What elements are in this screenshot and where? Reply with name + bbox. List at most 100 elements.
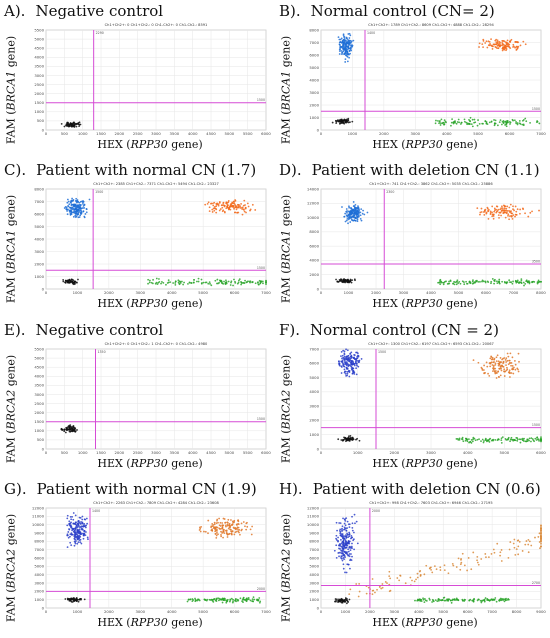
droplet-point [506,598,509,601]
droplet-point [344,541,347,544]
droplet-point [258,597,261,599]
droplet-point [522,40,525,43]
threshold-y-label: 2700 [532,581,540,585]
droplet-point [213,523,216,526]
droplet-point [75,525,78,527]
droplet-point [512,43,515,46]
droplet-point [348,553,351,555]
droplet-point [472,551,475,554]
droplet-point [222,536,224,539]
droplet-point [354,211,357,214]
droplet-point [463,118,466,121]
droplet-point [227,204,229,207]
droplet-point [482,40,485,42]
y-tick-label: 2500 [34,401,44,406]
droplet-point [347,536,350,539]
threshold-x-label: 1350 [98,350,106,354]
droplet-point [512,372,515,375]
droplet-point [352,538,355,541]
droplet-point [516,281,519,283]
droplet-point [508,279,511,282]
droplet-point [492,213,495,216]
droplet-point [349,217,351,220]
droplet-point [66,281,69,283]
droplet-point [508,206,511,209]
droplet-point [439,278,442,281]
threshold-y-label: 3500 [532,260,540,264]
droplet-point [451,599,454,602]
droplet-point [341,51,344,54]
droplet-point [518,122,521,125]
y-tick-label: 4000 [34,55,44,60]
y-tick-label: 0 [317,605,320,610]
droplet-point [437,597,440,600]
droplet-point [70,544,73,547]
droplet-point [220,281,223,284]
droplet-point [230,281,232,284]
droplet-point [227,199,230,202]
y-tick-label: 2000 [309,272,319,277]
droplet-point [471,118,474,121]
droplet-point [491,364,494,366]
droplet-point [338,122,341,125]
droplet-point [216,282,218,285]
droplet-point [416,576,419,579]
droplet-point [243,282,246,285]
droplet-point [416,572,419,575]
droplet-point [67,200,70,203]
y-tick-label: 0 [317,286,320,291]
droplet-point [343,120,345,123]
droplet-point [494,362,497,365]
x-tick-label: 3500 [169,450,179,455]
cluster-Ch1-Ch2- [60,121,82,128]
droplet-point [187,283,189,285]
droplet-point [238,528,241,531]
droplet-point [221,527,224,529]
y-tick-label: 8000 [34,539,44,544]
droplet-point [356,218,359,221]
y-tick-label: 7000 [309,40,319,45]
y-tick-label: 6000 [309,52,319,57]
x-tick-label: 6000 [536,450,546,455]
droplet-point [342,517,344,520]
droplet-point [245,528,248,531]
droplet-point [447,599,450,602]
droplet-point [347,215,350,217]
y-tick-label: 2000 [34,410,44,415]
droplet-point [502,120,505,122]
droplet-point [522,123,525,126]
cluster-Ch1+Ch2- [66,512,89,549]
droplet-point [83,215,86,218]
droplet-point [523,284,525,287]
droplet-point [69,122,72,124]
droplet-point [510,364,512,367]
y-tick-label: 500 [37,118,45,123]
droplet-point [520,279,523,282]
droplet-point [247,596,250,599]
droplet-point [69,533,72,536]
droplet-point [516,438,519,441]
droplet-point [336,529,338,532]
y-tick-label: 1000 [309,597,319,602]
panel-label: A). [4,2,26,20]
droplet-point [346,370,349,373]
droplet-point [527,215,530,218]
droplet-point [508,215,511,218]
panel-title: G). Patient with normal CN (1.9) [4,480,257,498]
droplet-point [503,375,506,377]
cluster-Ch1-Ch2- [334,597,351,605]
droplet-point [477,563,480,566]
droplet-point [249,528,252,531]
droplet-point [76,210,79,213]
droplet-point [351,279,354,282]
droplet-point [514,205,517,208]
droplet-point [216,530,218,532]
y-tick-label: 3000 [34,249,44,254]
droplet-point [472,600,475,603]
droplet-point [80,542,83,545]
droplet-point [495,43,498,46]
droplet-point [485,212,488,215]
droplet-point [472,279,474,282]
droplet-point [244,207,247,210]
droplet-point [439,283,442,286]
